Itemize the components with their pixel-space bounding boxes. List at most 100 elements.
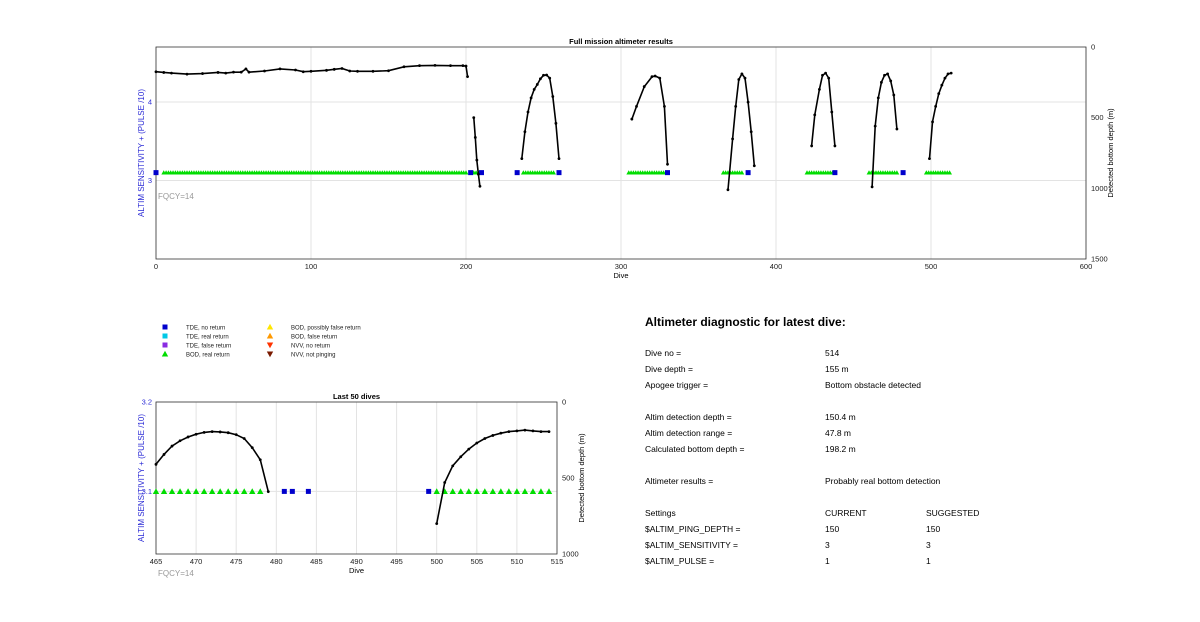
- full-mission-bottom-depth-point: [931, 120, 934, 124]
- last-50-dives-bod-real-return-marker: [449, 488, 456, 494]
- full-mission-bottom-depth-point: [466, 75, 469, 79]
- last-50-dives-panel: 465 470 475 480 485 490 495 500 505 510 515 3.1 3.2 0…: [137, 392, 586, 578]
- full-mission-bottom-depth-point: [332, 67, 336, 71]
- last-50-dives-x-axis-label: Dive: [349, 566, 364, 575]
- full-mission-tde-no-return-marker: [479, 170, 484, 176]
- full-mission-x-tick-label: 100: [305, 262, 318, 271]
- last-50-dives-bod-real-return-marker: [481, 488, 489, 494]
- last-50-dives-x-tick-label: 465: [150, 557, 163, 566]
- last-50-dives-tde-no-return-marker: [281, 488, 287, 494]
- diag-value-dive-no: 514: [825, 348, 840, 358]
- full-mission-bottom-depth-point: [239, 70, 243, 74]
- last-50-dives-x-tick-label: 500: [430, 557, 443, 566]
- full-mission-bottom-depth-point: [232, 70, 235, 74]
- diag-label-detection-range: Altim detection range =: [645, 428, 733, 438]
- legend-label: NVV, not pinging: [291, 353, 335, 359]
- full-mission-bottom-depth-point: [154, 70, 158, 74]
- full-mission-bottom-depth-point: [170, 71, 173, 75]
- last-50-dives-bottom-depth-point: [242, 437, 246, 440]
- diag-value-apogee-trigger: Bottom obstacle detected: [825, 380, 921, 390]
- last-50-dives-frequency-label: FQCY=14: [158, 569, 194, 578]
- full-mission-bottom-depth-point: [949, 71, 953, 75]
- last-50-dives-bod-real-return-marker: [216, 488, 224, 494]
- full-mission-bottom-depth-point: [472, 116, 476, 120]
- full-mission-bottom-depth-point: [928, 157, 931, 161]
- full-mission-bod-real-return-marker: [894, 170, 900, 175]
- last-50-dives-bottom-depth-point: [443, 481, 447, 484]
- last-50-dives-bottom-depth-point: [226, 431, 230, 435]
- legend-label: BOD, false return: [291, 335, 337, 341]
- last-50-dives-left-tick-label: 3.1: [142, 487, 152, 496]
- full-mission-bottom-depth-point: [478, 184, 482, 188]
- full-mission-bottom-depth-point: [473, 136, 477, 139]
- altimeter-diagnostic-panel: Altimeter diagnostic for latest dive: Di…: [645, 0, 1185, 622]
- full-mission-bottom-depth-point: [301, 70, 305, 74]
- full-mission-bottom-depth-point: [539, 77, 542, 81]
- full-mission-bottom-depth-point: [542, 73, 545, 77]
- last-50-dives-bottom-depth-point: [258, 458, 262, 462]
- full-mission-bottom-depth-point: [340, 67, 344, 70]
- full-mission-bottom-depth-point: [818, 88, 821, 91]
- full-mission-bottom-depth-point: [526, 110, 530, 114]
- last-50-dives-left-tick-label: 3.2: [142, 398, 152, 407]
- full-mission-right-tick-label: 500: [1091, 113, 1104, 122]
- full-mission-bottom-depth-point: [880, 80, 883, 84]
- setting-pulse-suggested: 1: [926, 556, 931, 566]
- last-50-dives-bod-real-return-marker: [200, 488, 208, 494]
- last-50-dives-bod-real-return-marker: [257, 488, 264, 494]
- full-mission-bottom-depth-point: [162, 71, 166, 74]
- last-50-dives-bod-real-return-marker: [249, 488, 256, 494]
- full-mission-bottom-depth-line: [631, 75, 669, 165]
- last-50-dives-bottom-depth-point: [202, 431, 206, 434]
- last-50-dives-bottom-depth-point: [451, 464, 455, 468]
- last-50-dives-tde-no-return-marker: [289, 488, 295, 494]
- full-mission-bottom-depth-point: [946, 72, 950, 76]
- full-mission-bottom-depth-point: [475, 158, 479, 162]
- last-50-dives-bottom-depth-point: [531, 429, 535, 433]
- last-50-dives-bottom-depth-point: [499, 431, 503, 435]
- last-50-dives-bottom-depth-point: [491, 434, 495, 437]
- full-mission-bottom-depth-point: [551, 95, 555, 98]
- legend-marker: [162, 342, 168, 348]
- last-50-dives-bod-real-return-marker: [465, 488, 472, 494]
- last-50-dives-bod-real-return-marker: [241, 488, 248, 494]
- full-mission-bottom-depth-point: [650, 75, 654, 79]
- full-mission-bottom-depth-point: [201, 72, 204, 75]
- full-mission-bottom-depth-point: [666, 162, 669, 166]
- full-mission-bottom-depth-point: [461, 64, 465, 68]
- last-50-dives-bottom-depth-point: [523, 428, 527, 432]
- full-mission-bottom-depth-point: [934, 104, 938, 108]
- setting-pulse-label: $ALTIM_PULSE =: [645, 556, 715, 566]
- diag-value-altimeter-results: Probably real bottom detection: [825, 476, 941, 486]
- full-mission-bottom-depth-point: [185, 72, 189, 76]
- last-50-dives-bottom-depth-point: [194, 432, 198, 436]
- full-mission-bottom-depth-point: [883, 73, 886, 77]
- last-50-dives-bod-real-return-marker: [545, 488, 553, 494]
- full-mission-bottom-depth-point: [892, 93, 896, 97]
- last-50-dives-bod-real-return-marker: [176, 488, 184, 494]
- full-mission-bottom-depth-point: [813, 113, 817, 117]
- last-50-dives-bod-real-return-marker: [497, 488, 505, 494]
- full-mission-bottom-depth-point: [870, 185, 874, 189]
- last-50-dives-title: Last 50 dives: [333, 392, 380, 401]
- full-mission-bottom-depth-point: [895, 127, 899, 131]
- full-mission-bottom-depth-point: [726, 188, 730, 192]
- full-mission-x-tick-label: 0: [154, 262, 158, 271]
- full-mission-bottom-depth-point: [449, 64, 452, 68]
- last-50-dives-right-axis-label: Detected bottom depth (m): [577, 433, 586, 523]
- full-mission-bottom-depth-point: [746, 100, 750, 104]
- last-50-dives-bod-real-return-marker: [457, 488, 464, 494]
- full-mission-bottom-depth-point: [348, 69, 352, 73]
- diag-value-detection-range: 47.8 m: [825, 428, 851, 438]
- last-50-dives-bod-real-return-marker: [208, 488, 216, 494]
- full-mission-right-tick-label: 1000: [1091, 184, 1108, 193]
- full-mission-x-axis-label: Dive: [613, 271, 628, 280]
- full-mission-plot-frame: [155, 46, 1087, 260]
- full-mission-bottom-depth-point: [886, 72, 889, 76]
- last-50-dives-bottom-depth-point: [210, 430, 214, 434]
- full-mission-title: Full mission altimeter results: [569, 37, 673, 46]
- last-50-dives-bottom-depth-point: [234, 433, 238, 437]
- full-mission-bod-real-return-marker: [463, 170, 469, 175]
- full-mission-bottom-depth-point: [387, 69, 390, 73]
- full-mission-bottom-depth-point: [520, 157, 524, 161]
